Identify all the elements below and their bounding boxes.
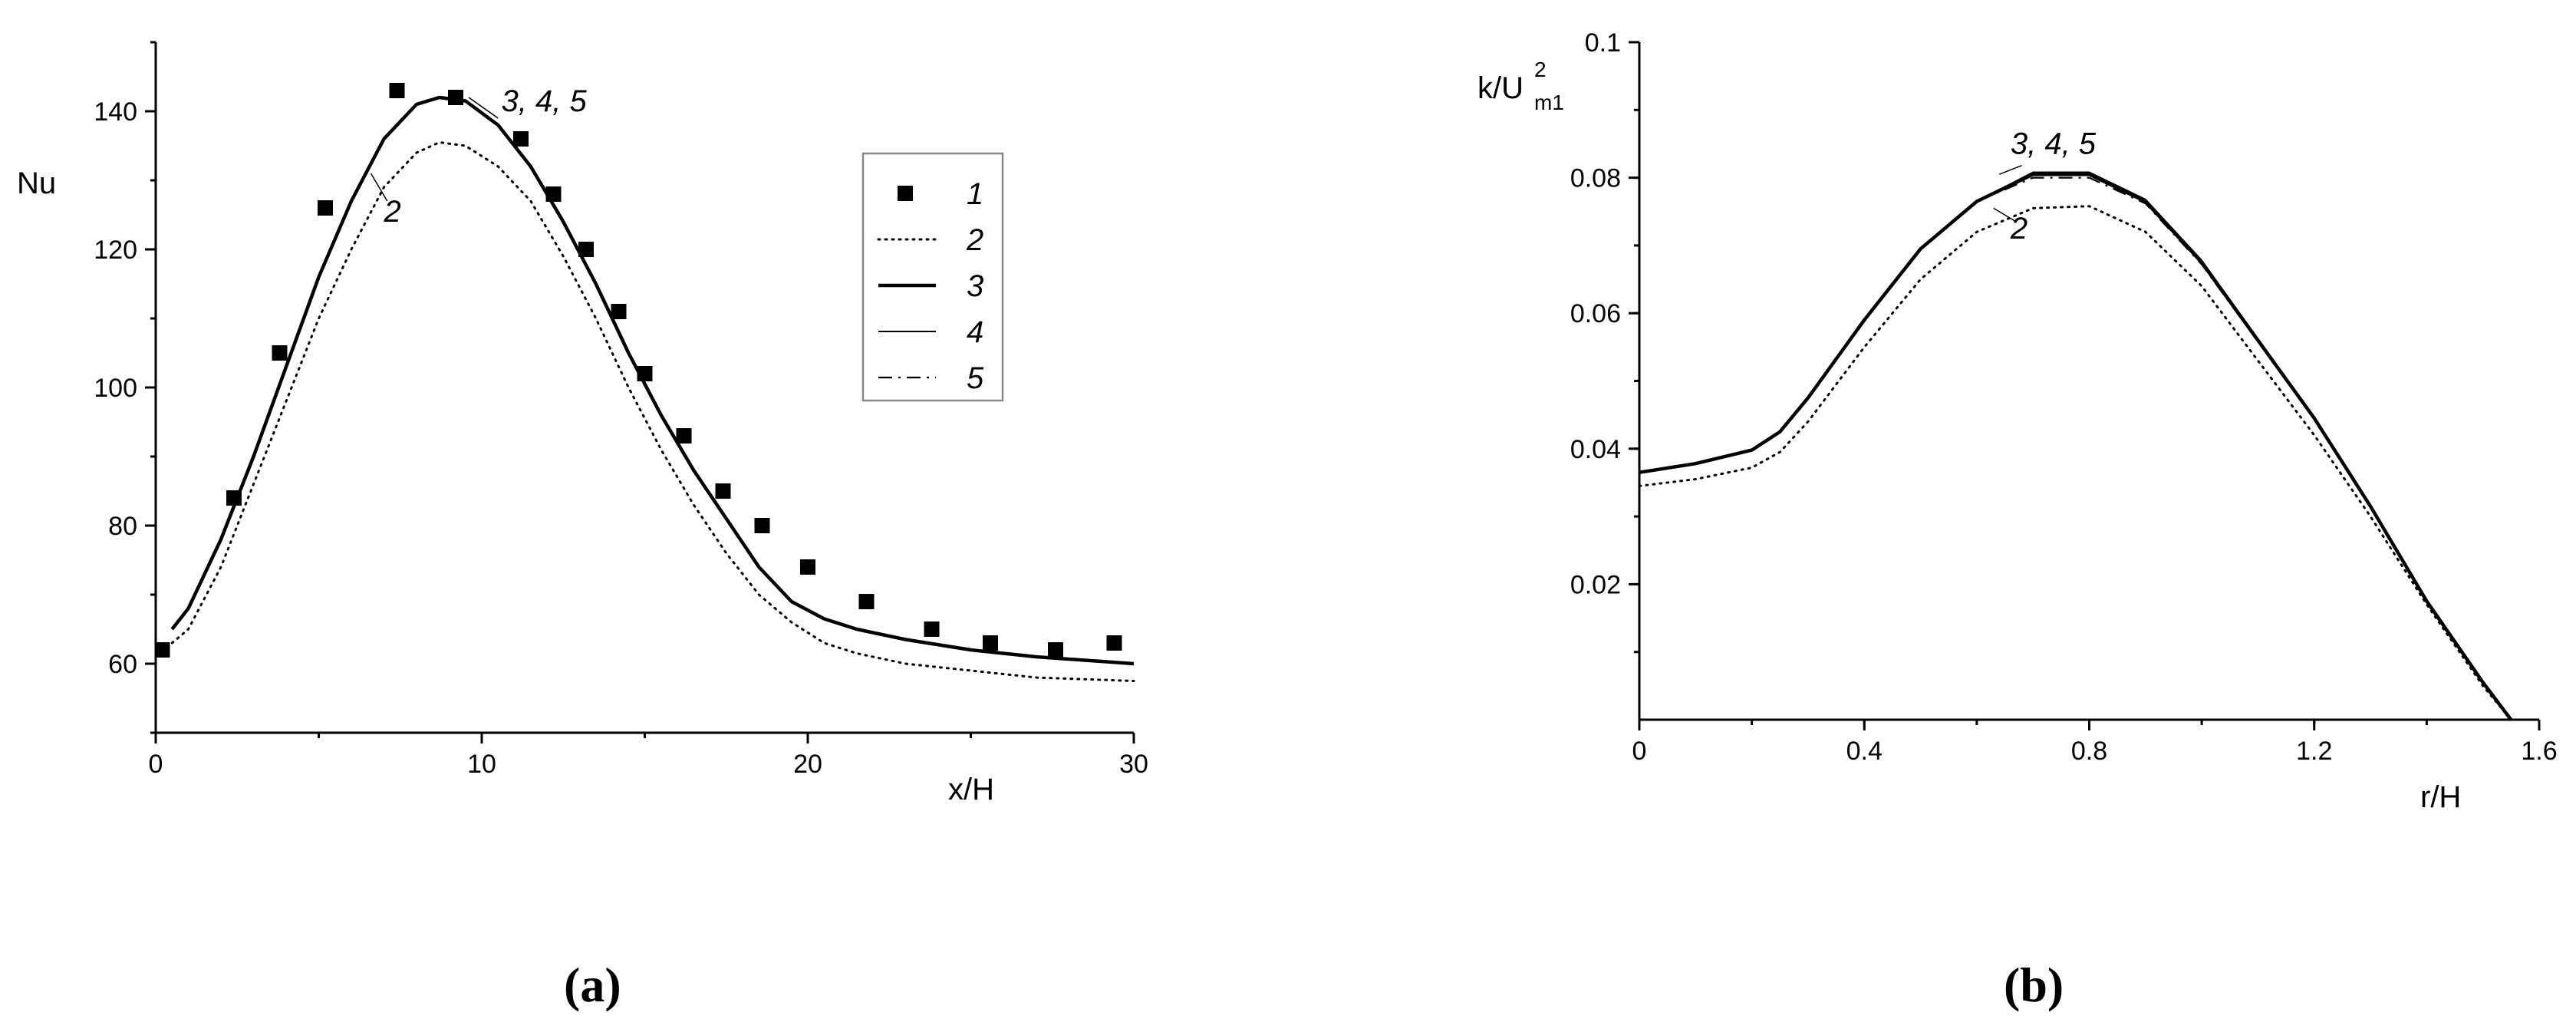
- legend-marker-1: [898, 186, 913, 201]
- legend-label-3: 3: [967, 269, 983, 303]
- panel-a-x-tick-label: 0: [149, 750, 163, 779]
- panel-a-series-1-point: [513, 131, 529, 147]
- panel-a-series-2-line: [170, 141, 1135, 682]
- panel-b-x-tick-label: 0.4: [1846, 737, 1883, 766]
- panel-a-y-tick-label: 100: [94, 374, 137, 403]
- panel-b-y-tick-label: 0.02: [1570, 570, 1621, 599]
- panel-a-series-1-point: [715, 483, 731, 499]
- panel-a-series-1-point: [578, 242, 594, 257]
- panel-a-series-1-point: [924, 622, 940, 637]
- panel-a-ylabel: Nu: [17, 167, 56, 200]
- panel-a-series-1-point: [858, 594, 875, 609]
- panel-b-y-tick-label: 0.1: [1585, 28, 1621, 58]
- panel-b-xlabel: r/H: [2420, 780, 2461, 814]
- panel-a-annotation: 3, 4, 5: [502, 84, 588, 118]
- legend-box: [861, 152, 1004, 402]
- panel-b-x-tick-label: 0: [1632, 737, 1647, 766]
- panel-a-y-tick-label: 120: [94, 236, 137, 265]
- panel-a-series-1-point: [754, 518, 770, 533]
- panel-b-y-tick-label: 0.08: [1570, 164, 1621, 193]
- panel-b-x-tick-label: 0.8: [2071, 737, 2107, 766]
- panel-b-caption: (b): [2004, 958, 2064, 1012]
- panel-a-y-tick-label: 80: [108, 512, 137, 541]
- panel-b-ylabel-sup: 2: [1534, 58, 1547, 81]
- panel-b-y-tick-label: 0.04: [1570, 435, 1621, 464]
- panel-a-x-tick-label: 20: [793, 750, 822, 779]
- panel-a-series-1-point: [318, 200, 333, 216]
- panel-a-annotation: 2: [384, 195, 401, 229]
- panel-b-chart: 0 0.4 0.8 1.2 1.6 0.02 0.04 0.06 0.08 0.1 3, 4, 5 2: [1570, 28, 2558, 766]
- panel-b-ylabel-sub: m1: [1534, 91, 1564, 114]
- panel-a-series-1-point: [1106, 635, 1122, 651]
- panel-a-series-1-point: [983, 635, 998, 651]
- panel-a-series-1-point: [272, 345, 288, 361]
- panel-b-x-tick-label: 1.2: [2296, 737, 2332, 766]
- panel-b-y-tick-label: 0.06: [1570, 299, 1621, 328]
- panel-a-annotation-leader: [370, 173, 388, 202]
- panel-b-series-3-line: [1639, 172, 2513, 721]
- panel-b-series-2-line: [1638, 205, 2512, 721]
- panel-a-series-1-point: [154, 642, 170, 658]
- panel-a-series-1-point: [676, 428, 692, 443]
- panel-b-x-tick-label: 1.6: [2521, 737, 2557, 766]
- panel-a-y-tick-label: 140: [94, 97, 137, 127]
- panel-b-ylabel: k/U 2 m1: [1477, 58, 1564, 114]
- legend-label-5: 5: [967, 361, 984, 395]
- legend-label-1: 1: [967, 177, 983, 211]
- panel-a-series-1-point: [611, 304, 627, 319]
- panel-b-ylabel-base: k/U: [1477, 71, 1524, 105]
- panel-a-caption: (a): [564, 958, 621, 1012]
- panel-a-series-1-point: [389, 83, 405, 98]
- panel-a-x-tick-label: 30: [1119, 750, 1148, 779]
- panel-a-annotation-leader: [468, 97, 499, 119]
- panel-a-xlabel: x/H: [948, 773, 994, 806]
- legend-label-2: 2: [966, 223, 983, 257]
- panel-a-series-5-line: [171, 96, 1135, 665]
- panel-b-series-4-line: [1639, 171, 2512, 720]
- panel-b-annotation: 3, 4, 5: [2011, 127, 2097, 161]
- panel-b-annotation-leader: [1998, 165, 2022, 175]
- panel-a-y-tick-label: 60: [108, 650, 137, 679]
- panel-a-chart: 0 10 20 30 60 80 100 120 140 3, 4, 5 2 1 2 3 4 5: [94, 41, 1148, 779]
- panel-b-annotation-leader: [1993, 207, 2017, 223]
- panel-a-series-1-point: [800, 559, 815, 575]
- panel-b-series-5-line: [1639, 176, 2512, 720]
- panel-a-x-tick-label: 10: [467, 750, 496, 779]
- panel-b-annotation: 2: [2010, 212, 2028, 246]
- panel-a-series-1-point: [1048, 642, 1063, 658]
- legend-label-4: 4: [967, 315, 983, 349]
